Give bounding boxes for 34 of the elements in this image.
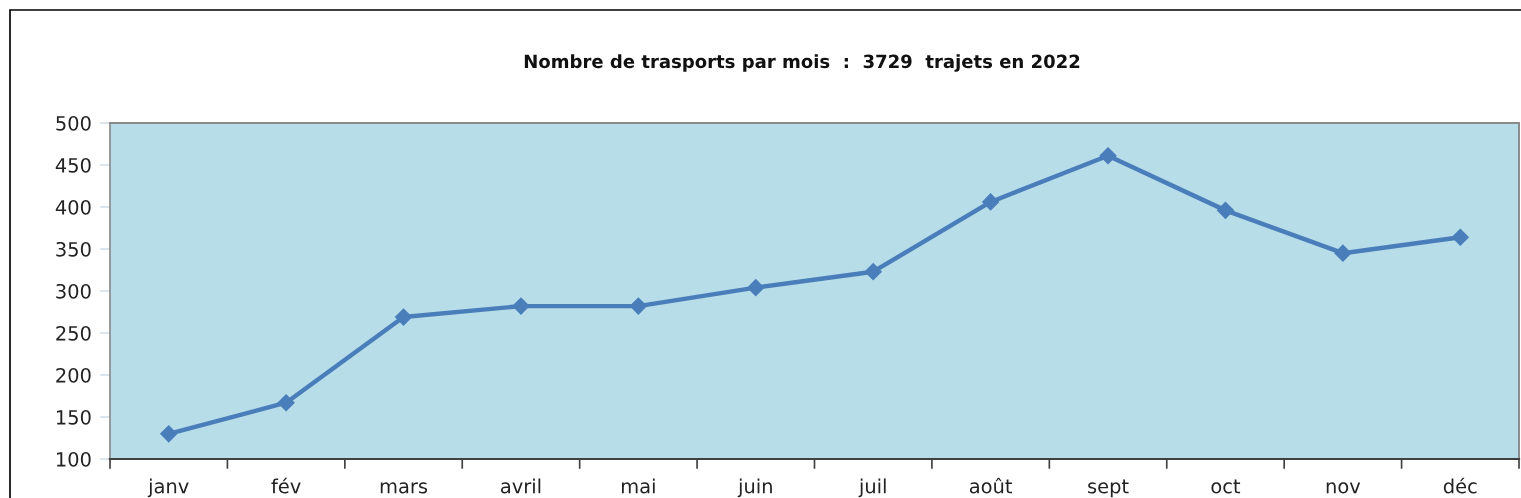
point	[864, 262, 883, 281]
y-tick-label: 500	[56, 115, 91, 131]
x-tick-label: juil	[858, 478, 886, 498]
y-tick-label: 150	[56, 409, 91, 425]
point	[277, 393, 295, 412]
x-tick-label: avril	[501, 478, 541, 494]
point	[159, 424, 178, 443]
y-tick-label: 250	[56, 325, 91, 341]
x-tick-label: nov	[1326, 482, 1361, 494]
chart-title: Nombre de trasports par mois : 3729 trajets en 2022	[524, 54, 1080, 72]
y-tick-label: 200	[56, 367, 91, 383]
x-tick-label: août	[969, 477, 1013, 494]
point	[1451, 228, 1470, 247]
x-tick-label: déc	[1443, 477, 1477, 494]
x-tick-label: mai	[622, 478, 655, 494]
point	[394, 308, 413, 326]
y-tick-label: 400	[55, 199, 91, 215]
point	[981, 193, 1000, 211]
x-tick-label: sept	[1088, 479, 1129, 498]
point	[1216, 201, 1235, 220]
point	[746, 278, 765, 297]
x-tick-label: janv	[147, 478, 189, 498]
point	[629, 297, 648, 315]
point	[1099, 146, 1117, 165]
y-tick-label: 100	[56, 451, 91, 467]
x-tick-label: fév	[271, 477, 301, 494]
y-tick-label: 300	[56, 283, 91, 299]
x-tick-label: oct	[1211, 479, 1241, 494]
x-tick-label: juin	[737, 478, 772, 498]
y-tick-label: 350	[56, 241, 91, 257]
x-tick-label: mars	[380, 482, 428, 494]
point	[512, 297, 530, 315]
point	[1334, 244, 1352, 263]
y-tick-label: 450	[55, 157, 91, 173]
